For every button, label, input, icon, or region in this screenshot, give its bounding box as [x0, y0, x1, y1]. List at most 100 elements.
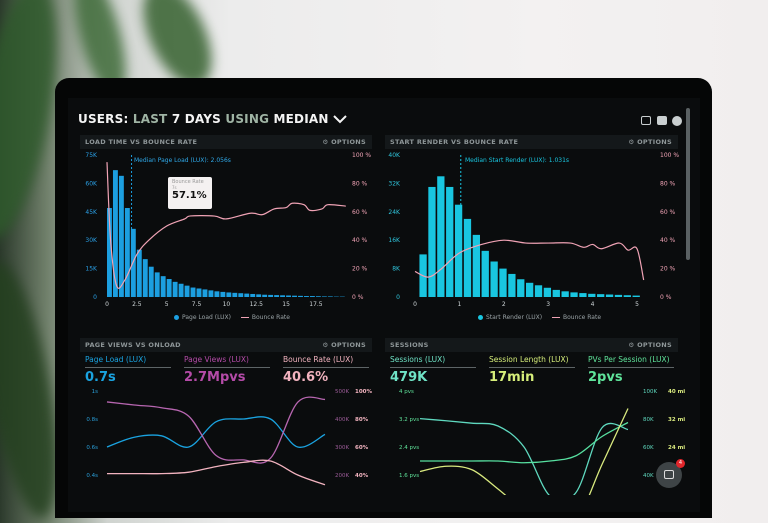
bar	[268, 295, 273, 297]
bar	[508, 274, 515, 297]
bounce-rate-line	[107, 162, 346, 288]
metric-divider	[85, 367, 171, 368]
bar	[304, 296, 309, 297]
bar	[298, 296, 303, 297]
bar	[328, 296, 333, 297]
scrollbar[interactable]	[686, 108, 690, 260]
bar	[316, 296, 321, 297]
x-tick-label: 2.5	[132, 301, 142, 308]
y-tick-label: 40K	[388, 152, 401, 159]
y3-tick-label: 100%	[355, 389, 372, 395]
options-label: OPTIONS	[637, 138, 672, 146]
bar	[161, 276, 166, 297]
metric-value: 40.6%	[283, 370, 328, 385]
y-tick-label: 45K	[85, 209, 98, 216]
bar	[244, 294, 249, 297]
bar	[119, 176, 124, 297]
y3-tick-label: 60%	[355, 445, 369, 451]
panel-title: SESSIONS	[390, 341, 429, 349]
options-button[interactable]: ⚙ OPTIONS	[628, 341, 672, 349]
y-tick-label: 30K	[85, 237, 98, 244]
options-button[interactable]: ⚙ OPTIONS	[322, 341, 366, 349]
x-tick-label: 15	[282, 301, 290, 308]
y2-tick-label: 40 %	[352, 237, 368, 244]
series-line	[420, 423, 628, 463]
bar	[553, 290, 560, 297]
y-tick-label: 0.6s	[86, 445, 98, 451]
bar	[208, 290, 213, 297]
bar	[579, 293, 586, 297]
bar	[155, 272, 160, 297]
y-tick-label: 2.4 pvs	[399, 445, 419, 451]
help-icon[interactable]	[672, 116, 682, 126]
bar	[220, 292, 225, 297]
legend-item[interactable]: Bounce Rate	[563, 314, 601, 321]
bar	[286, 295, 291, 297]
y2-tick-label: 60K	[643, 445, 654, 451]
notification-badge: 4	[676, 459, 685, 468]
bar	[544, 288, 551, 297]
bar	[499, 269, 506, 297]
y2-tick-label: 80 %	[352, 180, 368, 187]
title-last: LAST	[133, 112, 168, 126]
bar	[562, 291, 569, 297]
bar	[203, 289, 208, 297]
y-tick-label: 75K	[85, 152, 98, 159]
y-tick-label: 4 pvs	[399, 389, 414, 395]
monitor-icon[interactable]	[641, 116, 651, 125]
legend-dot	[174, 315, 179, 320]
options-button[interactable]: ⚙ OPTIONS	[322, 138, 366, 146]
bar	[262, 295, 267, 297]
x-tick-label: 0	[105, 301, 109, 308]
tooltip-value: 57.1%	[172, 190, 208, 201]
options-button[interactable]: ⚙ OPTIONS	[628, 138, 672, 146]
y2-tick-label: 0 %	[660, 294, 672, 301]
y2-tick-label: 20 %	[660, 266, 676, 273]
legend-item[interactable]: Page Load (LUX)	[182, 314, 231, 321]
x-tick-label: 12.5	[250, 301, 264, 308]
tooltip-title: Bounce Rate	[172, 179, 208, 185]
y3-tick-label: 40%	[355, 473, 369, 479]
y2-tick-label: 300K	[335, 445, 349, 451]
metric-label: Session Length (LUX)	[489, 355, 569, 364]
bar	[535, 285, 542, 297]
metric-divider	[489, 367, 575, 368]
y2-tick-label: 40 %	[660, 237, 676, 244]
title-users: USERS:	[78, 112, 128, 126]
y-tick-label: 0	[93, 294, 97, 301]
y2-tick-label: 80 %	[660, 180, 676, 187]
chat-icon	[664, 470, 674, 479]
bar	[250, 294, 255, 297]
y-tick-label: 0.8s	[86, 417, 98, 423]
title-days: 7 DAYS	[172, 112, 221, 126]
page-views-chart: 1s0.8s0.6s0.4s500K400K300K200K100%80%60%…	[80, 385, 380, 495]
chevron-down-icon[interactable]	[333, 115, 347, 124]
chat-button[interactable]: 4	[656, 462, 682, 488]
y2-tick-label: 60 %	[660, 209, 676, 216]
share-icon[interactable]	[657, 116, 667, 125]
bar	[280, 295, 285, 297]
metric-label: Page Load (LUX)	[85, 355, 146, 364]
y-tick-label: 32K	[388, 180, 401, 187]
bar	[446, 187, 453, 297]
series-line	[107, 460, 325, 485]
panel-header-sessions: SESSIONS ⚙ OPTIONS	[385, 338, 678, 352]
x-tick-label: 2	[502, 301, 506, 308]
bar	[597, 294, 604, 297]
x-tick-label: 5	[165, 301, 169, 308]
y2-tick-label: 100 %	[352, 152, 371, 159]
y2-tick-label: 400K	[335, 417, 349, 423]
panel-header-start-render: START RENDER VS BOUNCE RATE ⚙ OPTIONS	[385, 135, 678, 149]
legend-item[interactable]: Start Render (LUX)	[486, 314, 542, 321]
median-label: Median Page Load (LUX): 2.056s	[134, 157, 231, 164]
y2-tick-label: 100 %	[660, 152, 679, 159]
legend-item[interactable]: Bounce Rate	[252, 314, 290, 321]
y3-tick-label: 40 min	[668, 389, 685, 395]
x-tick-label: 0	[413, 301, 417, 308]
y-tick-label: 1s	[92, 389, 98, 395]
dashboard-title[interactable]: USERS: LAST 7 DAYS USING MEDIAN	[78, 112, 347, 126]
options-label: OPTIONS	[637, 341, 672, 349]
